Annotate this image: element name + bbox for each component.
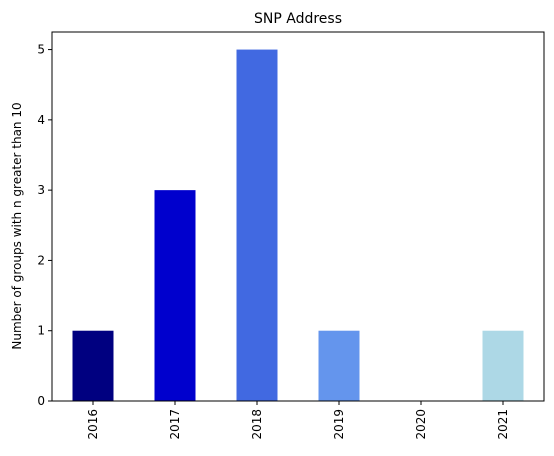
bar-2021	[482, 330, 524, 401]
bar-2017	[154, 190, 196, 401]
y-tick-label-1: 1	[37, 324, 45, 338]
y-tick-label-2: 2	[37, 253, 45, 267]
plot-frame	[51, 31, 545, 402]
y-tick-label-4: 4	[37, 113, 45, 127]
x-tick-label-2021: 2021	[496, 409, 510, 440]
bar-2016	[72, 330, 114, 401]
x-tick-label-2017: 2017	[168, 409, 182, 440]
bars-group	[72, 49, 524, 401]
bar-2019	[318, 330, 360, 401]
y-tick-label-5: 5	[37, 43, 45, 57]
y-axis: 0 1 2 3 4 5	[37, 43, 52, 408]
bar-2018	[236, 49, 278, 401]
x-tick-label-2019: 2019	[332, 409, 346, 440]
y-tick-label-3: 3	[37, 183, 45, 197]
chart-title: SNP Address	[254, 11, 342, 27]
x-tick-label-2018: 2018	[250, 409, 264, 440]
x-tick-label-2020: 2020	[414, 409, 428, 440]
y-tick-label-0: 0	[37, 394, 45, 408]
y-axis-label: Number of groups with n greater than 10	[10, 102, 24, 349]
x-tick-label-2016: 2016	[86, 409, 100, 440]
x-axis: 2016 2017 2018 2019 2020 2021	[86, 401, 510, 440]
